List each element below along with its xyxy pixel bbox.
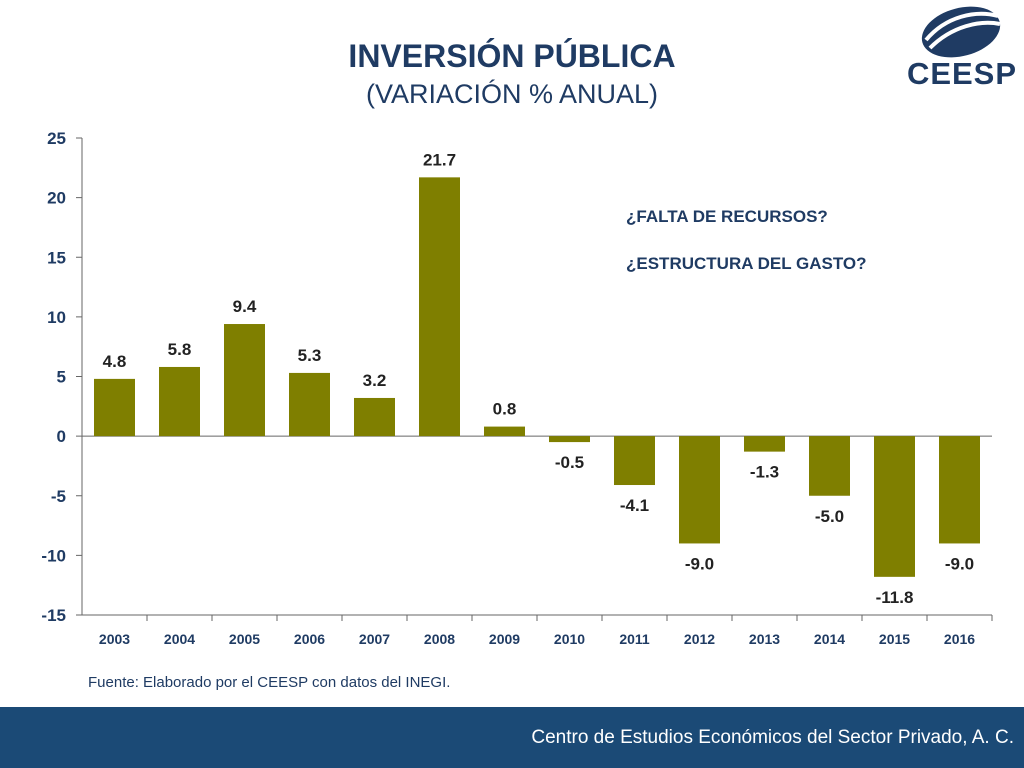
chart-annotation: ¿FALTA DE RECURSOS? <box>626 207 828 226</box>
x-tick-label: 2008 <box>424 631 455 647</box>
bar <box>614 436 655 486</box>
data-label: -11.8 <box>876 588 914 607</box>
x-tick-label: 2013 <box>749 631 780 647</box>
data-label: -1.3 <box>750 463 779 482</box>
data-label: -5.0 <box>815 507 844 526</box>
x-tick-label: 2005 <box>229 631 260 647</box>
x-tick-label: 2012 <box>684 631 715 647</box>
bar <box>939 436 980 544</box>
bar <box>224 324 265 437</box>
bar <box>679 436 720 544</box>
bar-chart: -15 -10 -5 0 5 10 15 20 25 2003 4.8 2004 5.8 2005 9.4 2… <box>41 129 993 647</box>
logo-text: CEESP <box>906 56 1018 91</box>
data-label: -0.5 <box>555 453 584 472</box>
x-tick-label: 2010 <box>554 631 585 647</box>
bar <box>809 436 850 496</box>
data-label: 4.8 <box>103 352 127 371</box>
data-label: -9.0 <box>685 554 714 573</box>
data-label: 9.4 <box>233 297 257 316</box>
bar <box>289 372 330 437</box>
y-tick-label: 5 <box>57 368 66 387</box>
bar <box>744 436 785 452</box>
bar <box>484 426 525 437</box>
footer-text: Centro de Estudios Económicos del Sector… <box>531 727 1014 748</box>
source-note: Fuente: Elaborado por el CEESP con datos… <box>88 674 451 691</box>
y-tick-label: 15 <box>47 248 66 267</box>
data-label: 3.2 <box>363 371 387 390</box>
footer-bar: Centro de Estudios Económicos del Sector… <box>0 707 1024 768</box>
y-tick-label: -5 <box>51 487 66 506</box>
x-tick-label: 2015 <box>879 631 910 647</box>
data-label: 5.8 <box>168 340 192 359</box>
data-label: -9.0 <box>945 554 974 573</box>
x-tick-label: 2007 <box>359 631 390 647</box>
bar <box>874 436 915 577</box>
logo-mark-icon <box>921 6 1001 58</box>
y-tick-label: 10 <box>47 308 66 327</box>
chart-subtitle: (VARIACIÓN % ANUAL) <box>365 79 659 109</box>
y-tick-label: -10 <box>41 546 66 565</box>
x-tick-label: 2004 <box>164 631 195 647</box>
x-tick-label: 2003 <box>99 631 130 647</box>
chart-annotation: ¿ESTRUCTURA DEL GASTO? <box>626 254 867 273</box>
bar <box>549 436 590 443</box>
x-tick-label: 2011 <box>619 631 650 647</box>
y-tick-label: -15 <box>41 606 66 625</box>
bar <box>94 378 135 437</box>
ceesp-logo: CEESP <box>900 6 1020 92</box>
chart-title: INVERSIÓN PÚBLICA <box>348 38 676 74</box>
y-tick-label: 0 <box>57 427 66 446</box>
x-tick-label: 2006 <box>294 631 325 647</box>
data-label: -4.1 <box>620 496 649 515</box>
bar <box>419 177 460 437</box>
data-label: 5.3 <box>298 346 322 365</box>
data-label: 0.8 <box>493 400 517 419</box>
x-tick-label: 2014 <box>814 631 845 647</box>
data-label: 21.7 <box>423 150 456 169</box>
x-tick-label: 2009 <box>489 631 520 647</box>
bar <box>354 397 395 437</box>
bar <box>159 366 200 437</box>
y-tick-label: 25 <box>47 129 66 148</box>
x-tick-label: 2016 <box>944 631 975 647</box>
y-tick-label: 20 <box>47 189 66 208</box>
